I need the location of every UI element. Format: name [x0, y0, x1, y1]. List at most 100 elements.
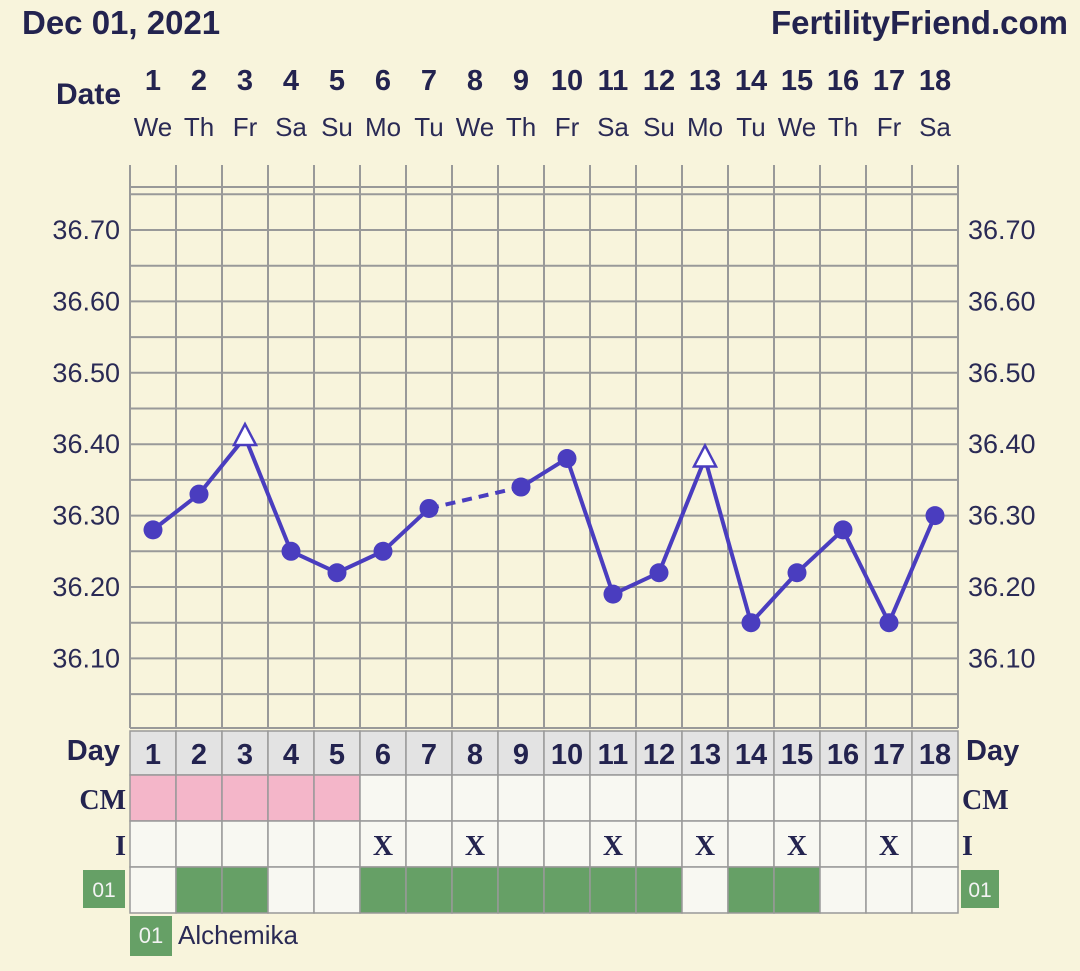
cm-row-cell [221, 774, 269, 822]
day-number: 4 [283, 739, 299, 771]
temp-point [281, 541, 301, 561]
i-row-cell [727, 820, 775, 868]
code-row-cell [405, 866, 453, 914]
series-segment [887, 514, 937, 624]
cm-row-cell [451, 774, 499, 822]
day-number: 15 [781, 739, 813, 771]
day-row-cell [451, 730, 499, 776]
day-label-right: Day [966, 735, 1019, 767]
code-row-cell [911, 866, 959, 914]
code-row-cell [681, 866, 729, 914]
y-tick-right: 36.30 [968, 501, 1036, 531]
date-number: 17 [873, 65, 905, 97]
temp-point [787, 563, 807, 583]
date-number: 6 [375, 65, 391, 97]
temp-point [511, 477, 531, 497]
i-row-cell [405, 820, 453, 868]
i-row-cell [819, 820, 867, 868]
series-segment [703, 457, 753, 624]
temp-point-triangle [691, 442, 719, 468]
series-segment [381, 506, 431, 553]
weekday-label: We [456, 112, 495, 142]
intercourse-mark: X [603, 831, 623, 862]
day-number: 11 [598, 739, 629, 771]
weekday-label: Th [828, 112, 858, 142]
weekday-label: Sa [919, 112, 951, 142]
code-row-cell [589, 866, 637, 914]
i-label-left: I [115, 831, 126, 862]
day-number: 18 [919, 739, 951, 771]
code-row-cell [451, 866, 499, 914]
series-segment [749, 571, 799, 625]
code-row-cell [313, 866, 361, 914]
day-number: 7 [421, 739, 437, 771]
code-row-cell [221, 866, 269, 914]
code-label-left: 01 [92, 879, 115, 902]
intercourse-mark: X [879, 831, 899, 862]
date-number: 10 [551, 65, 583, 97]
cm-row-cell [497, 774, 545, 822]
weekday-label: Sa [275, 112, 307, 142]
day-number: 2 [191, 739, 207, 771]
weekday-label: Fr [877, 112, 902, 142]
series-segment [197, 435, 247, 496]
i-row-cell [773, 820, 821, 868]
i-row-cell [543, 820, 591, 868]
day-row-cell [267, 730, 315, 776]
y-tick-right: 36.20 [968, 572, 1036, 602]
y-tick-left: 36.30 [52, 501, 120, 531]
temp-point [833, 520, 853, 540]
cm-row-cell [635, 774, 683, 822]
series-segment [243, 436, 293, 553]
temp-point [741, 613, 761, 633]
day-number: 5 [329, 739, 345, 771]
code-row-cell [497, 866, 545, 914]
temp-point [189, 484, 209, 504]
y-tick-left: 36.10 [52, 643, 120, 673]
code-row-cell [727, 866, 775, 914]
code-row-cell [819, 866, 867, 914]
cm-row-cell [681, 774, 729, 822]
date-number: 7 [421, 65, 437, 97]
day-row-cell [727, 730, 775, 776]
site-name[interactable]: FertilityFriend.com [770, 4, 1068, 41]
code-label-box-right [961, 870, 999, 908]
temp-point [373, 541, 393, 561]
intercourse-mark: X [465, 831, 485, 862]
series-segment [795, 528, 845, 575]
weekday-label: Mo [687, 112, 723, 142]
weekday-label: Th [184, 112, 214, 142]
code-row-cell [175, 866, 223, 914]
i-row-cell [267, 820, 315, 868]
day-row-cell [543, 730, 591, 776]
chart-date: Dec 01, 2021 [22, 4, 221, 41]
temp-point [419, 498, 439, 518]
cm-label-left: CM [79, 785, 126, 816]
i-row-cell [313, 820, 361, 868]
y-tick-left: 36.20 [52, 572, 120, 602]
cm-row-cell [359, 774, 407, 822]
series-segment [565, 457, 615, 595]
weekday-label: We [778, 112, 817, 142]
day-number: 16 [827, 739, 859, 771]
day-number: 1 [145, 739, 161, 771]
weekday-label: Su [321, 112, 353, 142]
day-number: 8 [467, 739, 483, 771]
day-number: 6 [375, 739, 391, 771]
day-label-left: Day [67, 735, 120, 767]
i-row-cell [221, 820, 269, 868]
day-number: 9 [513, 739, 529, 771]
day-number: 12 [643, 739, 675, 771]
cm-row-cell [405, 774, 453, 822]
date-number: 4 [283, 65, 299, 97]
y-tick-right: 36.40 [968, 429, 1036, 459]
weekday-label: Sa [597, 112, 629, 142]
code-row-cell [267, 866, 315, 914]
date-number: 14 [735, 65, 767, 97]
cm-label-right: CM [962, 785, 1009, 816]
intercourse-mark: X [787, 831, 807, 862]
intercourse-mark: X [373, 831, 393, 862]
i-label-right: I [962, 831, 973, 862]
cm-row-cell [175, 774, 223, 822]
